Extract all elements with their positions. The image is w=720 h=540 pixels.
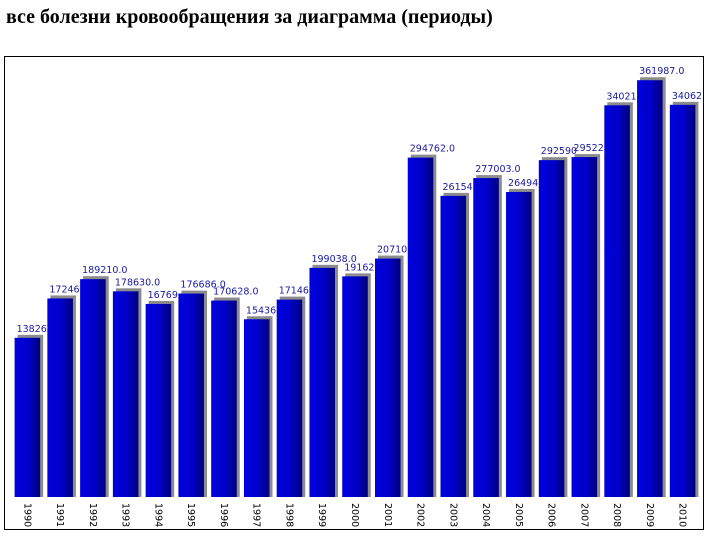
- x-tick-1999: 1999: [316, 503, 327, 527]
- data-label-2007: 29522: [574, 143, 604, 154]
- data-label-2002: 294762.0: [410, 144, 455, 155]
- data-labels-group: 1382617246189210.0178630.016769176686.01…: [17, 66, 702, 335]
- x-tick-1995: 1995: [185, 503, 196, 527]
- x-tick-2003: 2003: [447, 503, 458, 527]
- bar-2002: [407, 157, 434, 497]
- data-label-2005: 26494: [508, 178, 538, 189]
- data-label-2003: 26154: [443, 182, 473, 193]
- bar-2005: [506, 191, 532, 497]
- bar-1995: [178, 293, 204, 497]
- x-tick-2010: 2010: [677, 503, 688, 527]
- bar-2006: [538, 160, 565, 497]
- data-label-1992: 189210.0: [82, 265, 127, 276]
- bar-1997: [243, 319, 270, 497]
- bar-chart: 1382617246189210.0178630.016769176686.01…: [14, 66, 702, 527]
- bar-1994: [145, 303, 172, 497]
- data-label-1996: 170628.0: [213, 287, 258, 298]
- x-tick-2000: 2000: [349, 503, 360, 527]
- bar-1990: [14, 337, 41, 497]
- data-label-2009: 361987.0: [639, 66, 684, 77]
- bar-1992: [80, 279, 106, 497]
- x-tick-labels-group: 1990 1991 1992 1993 1994 1995 1996 1997 1998 1999…: [21, 503, 687, 527]
- x-tick-1993: 1993: [120, 503, 131, 527]
- chart-area: 13826 17246 189210.0 178630.0 16769 176686.0 1…: [4, 56, 704, 530]
- data-label-2000: 19162: [344, 262, 374, 273]
- x-tick-1992: 1992: [87, 503, 98, 527]
- bar-2008: [604, 105, 630, 497]
- x-tick-1991: 1991: [54, 503, 65, 527]
- bar-1991: [47, 298, 73, 497]
- x-tick-2002: 2002: [415, 503, 426, 527]
- bar-2000: [342, 276, 368, 497]
- x-tick-2001: 2001: [382, 503, 393, 527]
- x-tick-2009: 2009: [644, 503, 655, 527]
- bar-1998: [276, 299, 303, 497]
- bar-2001: [374, 258, 401, 497]
- bar-1996: [211, 300, 237, 497]
- data-label-1993: 178630.0: [115, 277, 160, 288]
- bar-2010: [669, 104, 696, 497]
- page-title: все болезни кровообращения за диаграмма …: [6, 6, 493, 28]
- bars-group: [14, 77, 699, 498]
- data-label-2001: 20710: [377, 245, 407, 256]
- bar-2009: [637, 80, 663, 498]
- data-label-1995: 176686.0: [180, 280, 225, 291]
- bar-1999: [309, 267, 336, 497]
- x-tick-2008: 2008: [611, 503, 622, 527]
- data-label-2008: 34021: [606, 91, 636, 102]
- bar-2007: [571, 157, 598, 497]
- data-label-1990: 13826: [17, 324, 47, 335]
- x-tick-2006: 2006: [546, 503, 557, 527]
- data-label-2006: 292590: [541, 146, 577, 157]
- bar-1993: [112, 291, 139, 497]
- data-label-1997: 15436: [246, 305, 276, 316]
- data-label-1991: 17246: [49, 284, 79, 295]
- x-tick-1998: 1998: [283, 503, 294, 527]
- x-tick-2004: 2004: [480, 503, 491, 527]
- data-label-2004: 277003.0: [475, 164, 520, 175]
- bar-2004: [473, 178, 499, 498]
- x-tick-2005: 2005: [513, 503, 524, 527]
- data-label-1999: 199038.0: [311, 254, 356, 265]
- x-tick-1997: 1997: [251, 503, 262, 527]
- data-label-2010: 34062: [672, 91, 702, 102]
- x-tick-2007: 2007: [578, 503, 589, 527]
- x-tick-1996: 1996: [218, 503, 229, 527]
- x-tick-1990: 1990: [21, 503, 32, 527]
- x-tick-1994: 1994: [152, 503, 163, 527]
- data-label-1994: 16769: [148, 290, 178, 301]
- data-label-1998: 17146: [279, 286, 309, 297]
- bar-2003: [440, 195, 467, 498]
